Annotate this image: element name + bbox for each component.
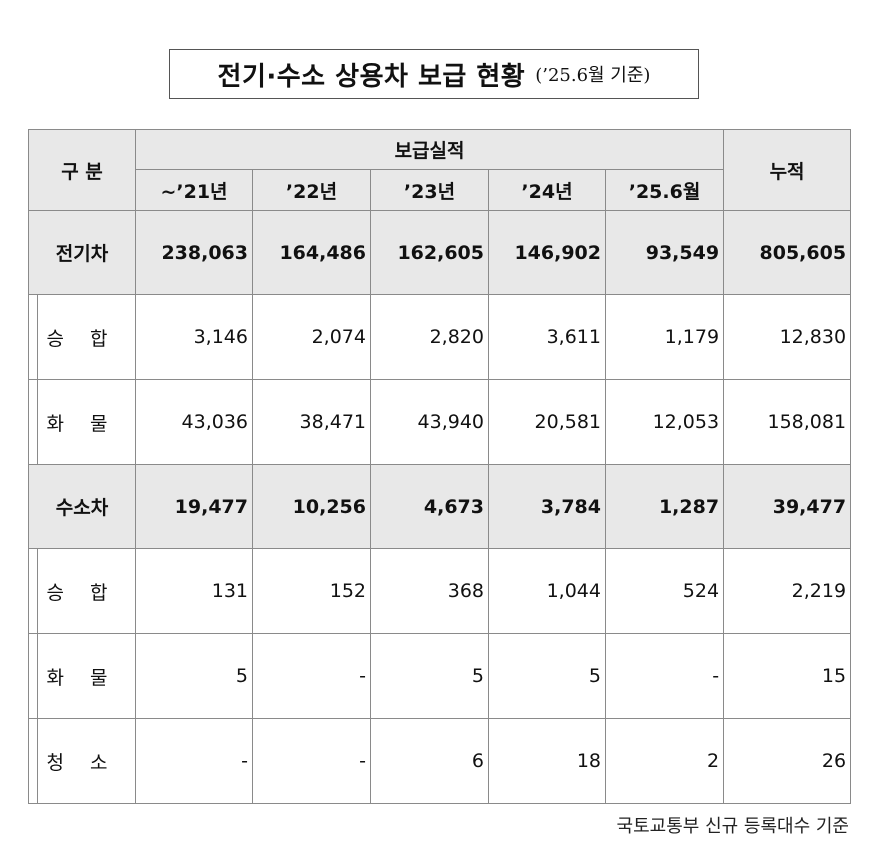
table-row: 청 소 - - 6 18 2 26 <box>28 718 852 804</box>
table-cell: 3,611 <box>488 294 606 380</box>
table-cell: 2,074 <box>252 294 371 380</box>
table-cell: 162,605 <box>370 210 489 295</box>
table-cell: 43,036 <box>135 379 253 465</box>
row-label-cell: 화 물 <box>28 633 136 719</box>
table-cell: 4,673 <box>370 464 489 549</box>
row-label-cell: 청 소 <box>28 718 136 804</box>
table-cell: 368 <box>370 548 489 634</box>
title-box: 전기·수소 상용차 보급 현황 (’25.6월 기준) <box>169 49 699 99</box>
table-cell: 146,902 <box>488 210 606 295</box>
table-cell: - <box>252 718 371 804</box>
indent-line <box>37 295 38 379</box>
table-cell: 18 <box>488 718 606 804</box>
table-cell: 1,044 <box>488 548 606 634</box>
row-label-cell: 승 합 <box>28 548 136 634</box>
table-cell: 43,940 <box>370 379 489 465</box>
table-cell: 39,477 <box>723 464 852 549</box>
table-cell: 5 <box>135 633 253 719</box>
row-label: 승 합 <box>46 581 118 604</box>
table-cell: 158,081 <box>723 379 852 465</box>
table-cell: 3,146 <box>135 294 253 380</box>
table-row: 승 합 131 152 368 1,044 524 2,219 <box>28 548 852 634</box>
row-label: 수소차 <box>28 464 136 549</box>
page-title: 전기·수소 상용차 보급 현황 <box>217 61 526 92</box>
table-row: 화 물 5 - 5 5 - 15 <box>28 633 852 719</box>
table-cell: 164,486 <box>252 210 371 295</box>
header-year: ~’21년 <box>135 169 253 211</box>
supply-status-table: 구 분 보급실적 누적 ~’21년 ’22년 ’23년 ’24년 ’25.6월 … <box>28 129 852 804</box>
row-label: 전기차 <box>28 210 136 295</box>
table-cell: 524 <box>604 548 725 634</box>
table-cell: 12,053 <box>604 379 725 465</box>
table-cell: 26 <box>723 718 852 804</box>
header-year: ’22년 <box>252 169 371 211</box>
table-cell: 20,581 <box>488 379 606 465</box>
table-cell: 2,820 <box>370 294 489 380</box>
row-label: 화 물 <box>46 412 118 435</box>
table-cell: 131 <box>135 548 253 634</box>
table-cell: 805,605 <box>723 210 852 295</box>
row-label-cell: 승 합 <box>28 294 136 380</box>
table-row: 수소차 19,477 10,256 4,673 3,784 1,287 39,4… <box>28 464 852 549</box>
table-cell: 238,063 <box>135 210 253 295</box>
title-note: (’25.6월 기준) <box>535 65 651 86</box>
table-cell: 2 <box>604 718 725 804</box>
header-group: 보급실적 <box>134 129 725 170</box>
table-cell: 3,784 <box>488 464 606 549</box>
table-cell: 1,287 <box>604 464 725 549</box>
table-cell: - <box>135 718 253 804</box>
table-row: 전기차 238,063 164,486 162,605 146,902 93,5… <box>28 210 852 295</box>
row-label: 승 합 <box>46 327 118 350</box>
indent-line <box>37 719 38 803</box>
table-cell: 15 <box>723 633 852 719</box>
row-label: 청 소 <box>46 751 118 774</box>
row-label: 화 물 <box>46 666 118 689</box>
table-cell: - <box>252 633 371 719</box>
table-cell: 10,256 <box>252 464 371 549</box>
table-cell: - <box>604 633 725 719</box>
header-year: ’23년 <box>370 169 489 211</box>
row-label-cell: 화 물 <box>28 379 136 465</box>
table-cell: 152 <box>252 548 371 634</box>
header-category: 구 분 <box>28 129 136 211</box>
indent-line <box>37 549 38 633</box>
table-cell: 38,471 <box>252 379 371 465</box>
table-cell: 6 <box>370 718 489 804</box>
table-cell: 5 <box>488 633 606 719</box>
source-footnote: 국토교통부 신규 등록대수 기준 <box>616 816 849 837</box>
table-cell: 5 <box>370 633 489 719</box>
indent-line <box>37 380 38 464</box>
header-year: ’25.6월 <box>604 169 725 211</box>
header-year: ’24년 <box>488 169 606 211</box>
table-row: 화 물 43,036 38,471 43,940 20,581 12,053 1… <box>28 379 852 465</box>
table-cell: 19,477 <box>135 464 253 549</box>
indent-line <box>37 634 38 718</box>
table-cell: 93,549 <box>604 210 725 295</box>
table-cell: 2,219 <box>723 548 852 634</box>
header-cumulative: 누적 <box>723 129 852 211</box>
table-row: 승 합 3,146 2,074 2,820 3,611 1,179 12,830 <box>28 294 852 380</box>
table-cell: 12,830 <box>723 294 852 380</box>
table-cell: 1,179 <box>604 294 725 380</box>
